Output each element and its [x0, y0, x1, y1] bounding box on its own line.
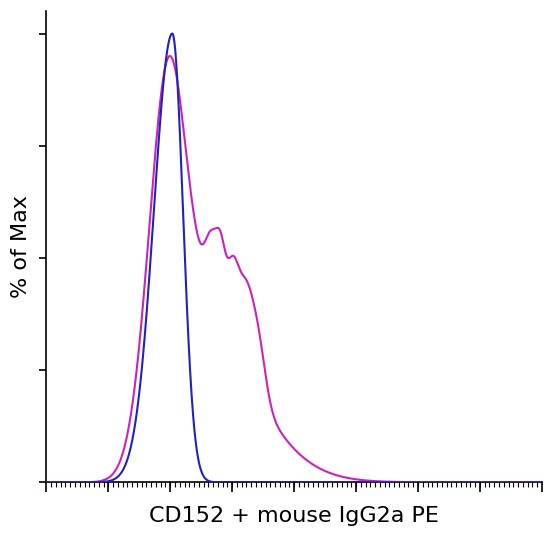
X-axis label: CD152 + mouse IgG2a PE: CD152 + mouse IgG2a PE: [149, 506, 439, 526]
Y-axis label: % of Max: % of Max: [11, 195, 31, 298]
